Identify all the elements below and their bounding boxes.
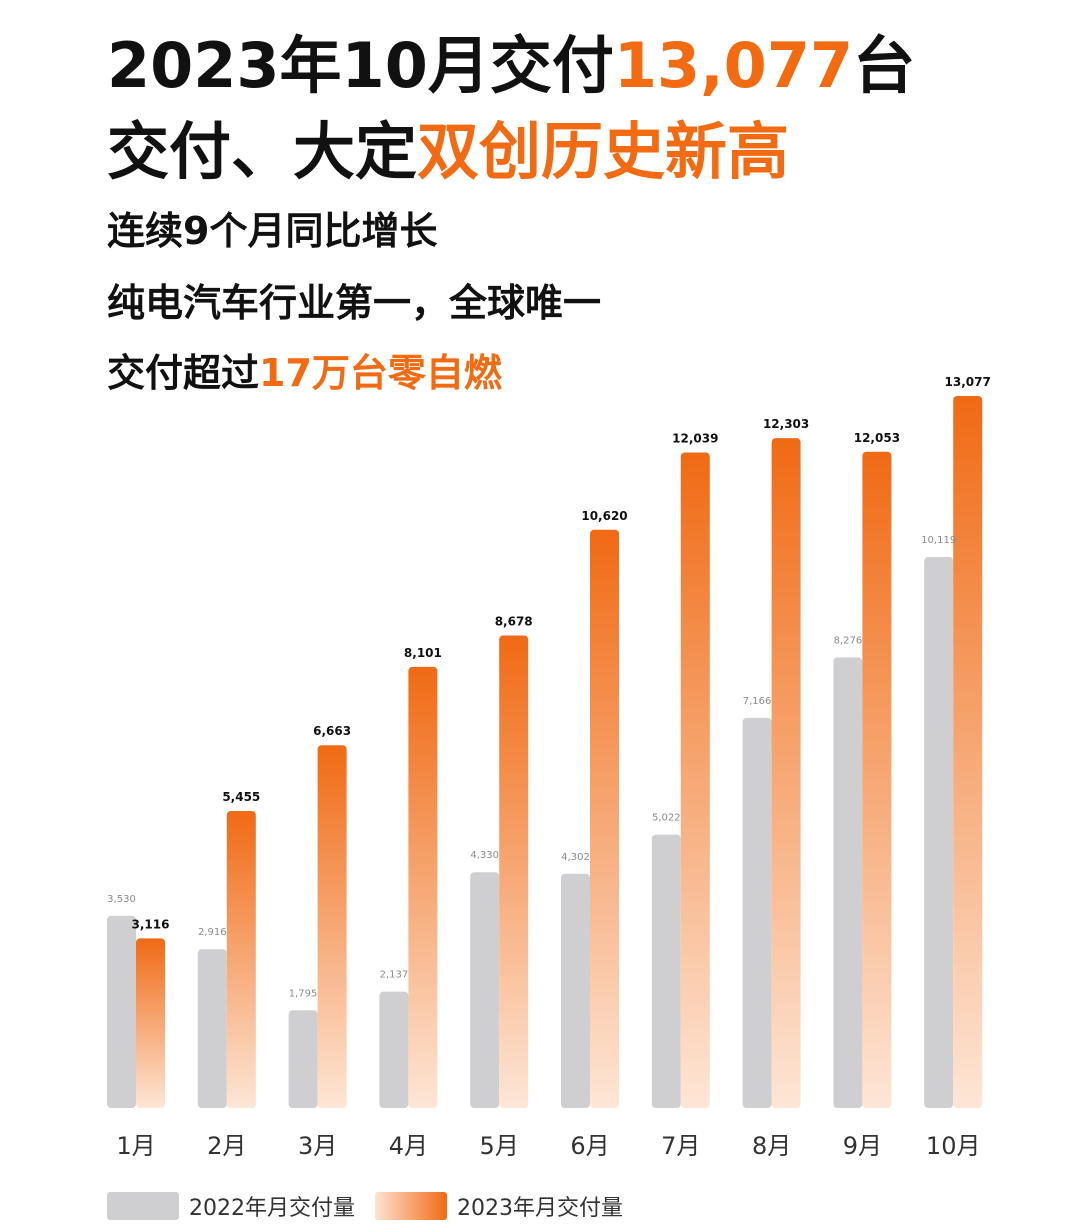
label-2022-6: 4,302 [561,852,590,863]
bar-2023-10 [953,396,983,1108]
bar-2023-9 [862,451,892,1108]
bar-2022-9 [833,657,863,1108]
legend-label-2022: 2022年月交付量 [189,1196,355,1221]
legend: 2022年月交付量 2023年月交付量 [107,1190,643,1222]
delivery-bar-chart: 3,530 3,116 1月 2,916 5,455 2月 1,795 6,663 3月 2,13… [107,375,991,1160]
label-2022-1: 3,530 [107,894,136,905]
legend-label-2023: 2023年月交付量 [457,1196,623,1221]
headline-line-1-prefix: 2023年10月交付 [107,29,614,102]
label-2023-4: 8,101 [404,646,442,660]
bar-2022-3 [288,1010,318,1108]
label-2023-7: 12,039 [672,432,718,446]
bar-2022-8 [742,717,772,1108]
bar-2023-4 [408,666,438,1108]
bar-2023-3 [317,745,347,1108]
category-label-10: 10月 [926,1132,981,1160]
label-2023-3: 6,663 [313,724,351,738]
bar-2023-2 [226,810,256,1108]
headline-line-1: 2023年10月交付13,077台 [107,28,915,104]
category-label-6: 6月 [570,1132,609,1160]
headline-line-2-prefix: 交付、大定 [107,115,418,188]
subtitle-line-3: 交付超过17万台零自燃 [107,348,502,398]
bar-2023-6 [590,529,619,1108]
label-2023-8: 12,303 [763,417,809,431]
label-2023-10: 13,077 [945,375,991,389]
legend-item-2023: 2023年月交付量 [375,1190,623,1222]
bars-group: 3,530 3,116 1月 2,916 5,455 2月 1,795 6,663 3月 2,13… [107,375,991,1160]
bar-2022-7 [651,834,681,1108]
headline-line-1-suffix: 台 [853,29,916,102]
label-2023-9: 12,053 [854,431,900,445]
label-2022-2: 2,916 [198,927,227,938]
bar-2023-8 [771,438,801,1108]
bar-2022-10 [924,557,954,1108]
label-2022-5: 4,330 [470,850,499,861]
category-label-8: 8月 [752,1132,791,1160]
bar-2023-7 [680,452,710,1108]
headline-line-2: 交付、大定双创历史新高 [107,114,789,190]
category-label-4: 4月 [389,1132,428,1160]
legend-swatch-2022 [107,1192,179,1220]
category-label-9: 9月 [843,1132,882,1160]
label-2023-6: 10,620 [581,509,627,523]
bar-2023-5 [499,635,529,1108]
headline-line-1-highlight: 13,077 [613,29,854,102]
subtitle-line-3-highlight: 17万台零自燃 [259,351,502,395]
bar-2022-2 [197,949,227,1108]
label-2023-5: 8,678 [495,615,533,629]
label-2022-3: 1,795 [289,988,318,999]
label-2023-1: 3,116 [132,917,170,931]
legend-item-2022: 2022年月交付量 [107,1190,355,1222]
category-label-5: 5月 [480,1132,519,1160]
legend-swatch-2023 [375,1192,447,1220]
category-label-3: 3月 [298,1132,337,1160]
bar-2022-1 [107,915,136,1108]
headline-line-2-highlight: 双创历史新高 [417,115,790,188]
bar-2022-5 [470,872,500,1108]
subtitle-line-2: 纯电汽车行业第一，全球唯一 [107,281,602,325]
label-2022-7: 5,022 [652,813,681,824]
label-2022-10: 10,119 [921,535,956,546]
bar-2023-1 [136,938,165,1108]
category-label-2: 2月 [207,1132,246,1160]
bar-2022-6 [561,873,590,1108]
label-2022-9: 8,276 [834,635,863,646]
bar-2022-4 [379,991,409,1108]
category-label-1: 1月 [116,1132,155,1160]
label-2023-2: 5,455 [222,790,260,804]
subtitle-line-3-prefix: 交付超过 [107,351,260,395]
category-label-7: 7月 [661,1132,700,1160]
label-2022-8: 7,166 [743,696,772,707]
label-2022-4: 2,137 [380,970,409,981]
subtitle-line-1: 连续9个月同比增长 [107,209,438,253]
